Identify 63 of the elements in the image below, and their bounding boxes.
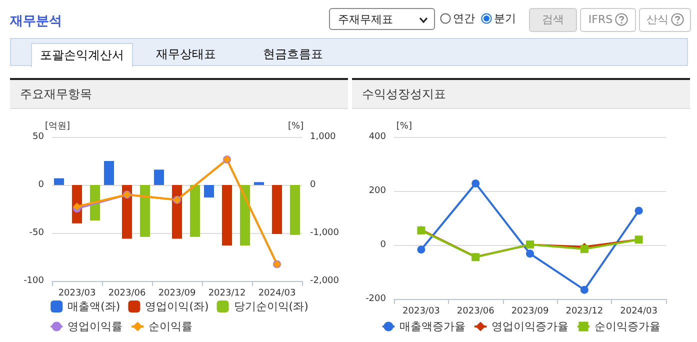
text: 현금흐름표 <box>263 46 323 63</box>
legend-label: 매출액증가율 <box>400 320 466 333</box>
text: 재무분석 <box>10 13 62 30</box>
y2-tick-label: 0 <box>310 180 316 190</box>
y-tick-label: 0 <box>380 240 386 250</box>
point <box>472 179 480 188</box>
bar <box>104 161 114 185</box>
bar <box>154 170 164 185</box>
x-tick-label: 2023/03 <box>402 306 440 316</box>
text: 분기 <box>494 11 516 26</box>
x-tick-label: 2023/06 <box>108 288 146 298</box>
bar <box>90 185 100 221</box>
x-tick-label: 2023/09 <box>511 306 549 316</box>
x-tick-label: 2023/06 <box>456 306 495 316</box>
bar <box>290 185 300 235</box>
y-tick-label: 0 <box>38 180 44 190</box>
y-tick-label: -50 <box>29 228 44 238</box>
text: 산식 <box>639 8 691 32</box>
y2-tick-label: 1,000 <box>310 132 336 142</box>
legend-label: 순이익증가율 <box>594 320 660 333</box>
legend-label: 영업이익증가율 <box>492 320 568 333</box>
x-tick-label: 2023/03 <box>58 288 96 298</box>
text: 주재무제표 <box>329 8 435 30</box>
legend-label: 당기순이익(좌) <box>234 300 308 313</box>
bar <box>254 182 264 185</box>
chart-title: 주요재무항목 <box>10 78 348 109</box>
legend-label: 순이익률 <box>148 320 193 333</box>
y2-tick-label: -1,000 <box>310 228 340 238</box>
bar <box>204 185 214 198</box>
x-tick-label: 2024/03 <box>258 288 296 298</box>
point <box>580 286 588 294</box>
y-tick-label: 200 <box>368 186 386 196</box>
chart-title: 수익성장성지표 <box>352 78 690 109</box>
text: 검색 <box>529 8 577 32</box>
y2-tick-label: -2,000 <box>310 276 340 286</box>
text: 포괄손익계산서 <box>31 43 133 67</box>
x-tick-label: 2023/12 <box>208 288 246 298</box>
bar <box>272 185 282 234</box>
y-axis-title: [억원] <box>44 122 70 132</box>
y-tick-label: 50 <box>32 132 44 142</box>
bar <box>190 185 200 237</box>
x-tick-label: 2024/03 <box>620 306 658 316</box>
text: 연간 <box>453 11 475 26</box>
legend-label: 매출액(좌) <box>68 300 120 313</box>
text: 재무상태표 <box>156 46 216 63</box>
bar <box>140 185 150 237</box>
bar <box>240 185 250 246</box>
y-tick-label: -100 <box>24 276 44 286</box>
x-tick-label: 2023/12 <box>566 306 604 316</box>
point <box>634 206 643 215</box>
point <box>580 245 588 254</box>
y-tick-label: 400 <box>368 132 386 142</box>
y-axis-title: [%] <box>396 122 412 132</box>
legend-label: 영업이익(좌) <box>145 300 209 313</box>
point <box>526 250 534 258</box>
y-tick-label: -200 <box>366 294 386 304</box>
x-tick-label: 2023/09 <box>158 288 196 298</box>
point <box>417 246 426 254</box>
bar <box>54 178 64 185</box>
legend-label: 영업이익률 <box>68 320 123 333</box>
y2-axis-title: [%] <box>288 122 304 132</box>
text: IFRS <box>580 8 636 32</box>
bar <box>222 185 232 246</box>
